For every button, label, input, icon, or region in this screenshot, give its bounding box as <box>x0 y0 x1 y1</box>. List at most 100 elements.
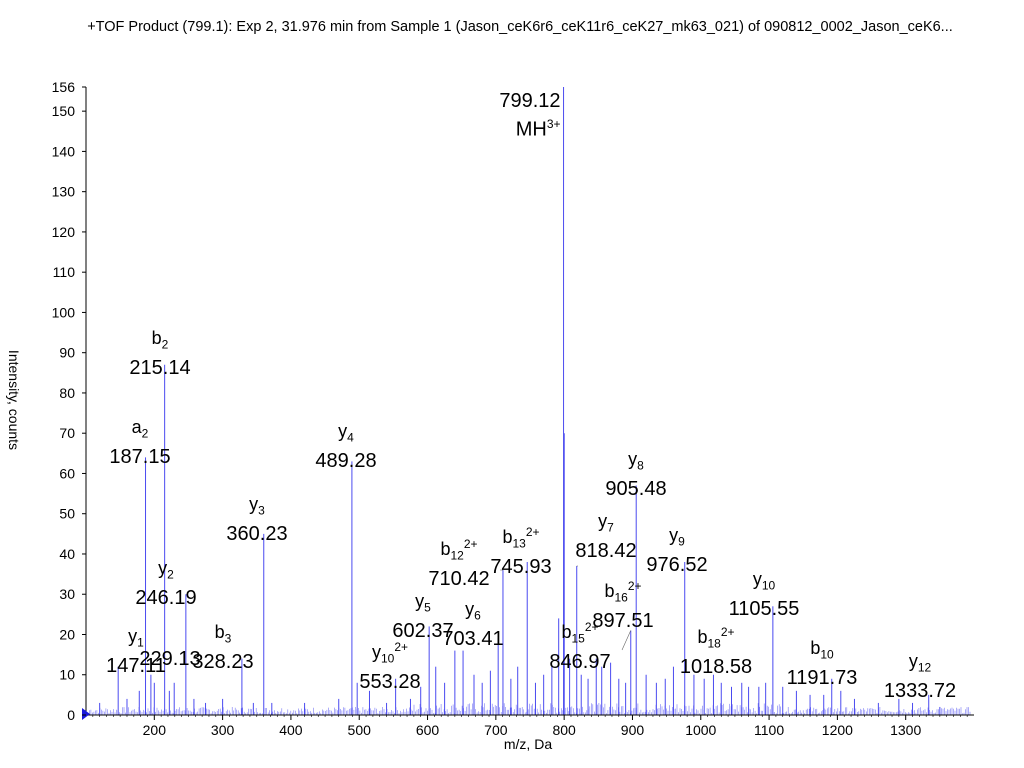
peak-label: y4 489.28 <box>315 420 376 473</box>
peak-mz-value: 905.48 <box>605 477 667 500</box>
peak-label: y8 905.48 <box>605 448 666 501</box>
ion-type: b <box>697 627 708 647</box>
x-tick-label: 300 <box>211 722 235 738</box>
x-tick-label: 1100 <box>754 722 784 738</box>
peak-mz-value: 489.28 <box>315 449 377 472</box>
ion-label: y7 <box>575 510 636 539</box>
ion-index: 10 <box>820 647 834 662</box>
ion-label: y8 <box>605 448 666 477</box>
peak-mz-value: 553.28 <box>359 670 421 693</box>
ion-index: 3 <box>258 503 265 518</box>
ion-type: y <box>598 511 608 531</box>
y-tick-label: 10 <box>59 667 75 683</box>
ion-type: b <box>561 622 572 642</box>
ion-label: b132+ <box>490 521 551 555</box>
peak-label: b3 328.23 <box>192 621 253 674</box>
ion-charge: 2+ <box>525 525 540 539</box>
peak-label: y1 147.11 <box>106 625 166 678</box>
x-tick-label: 1200 <box>822 722 853 738</box>
peak-label: y102+ 553.28 <box>359 636 420 694</box>
x-tick-label: 400 <box>279 722 303 738</box>
y-tick-label: 90 <box>59 345 75 361</box>
ion-label: b2 <box>129 327 190 356</box>
ion-index: 5 <box>424 600 431 615</box>
ion-charge: 2+ <box>720 625 735 639</box>
peak-mz-value: 703.41 <box>442 627 504 650</box>
ion-index: 8 <box>637 458 644 473</box>
y-tick-label: 100 <box>52 304 76 320</box>
ion-index: 10 <box>380 651 395 666</box>
ion-index: 7 <box>607 520 614 535</box>
ion-label: y12 <box>884 650 956 679</box>
ion-index: 15 <box>571 631 585 646</box>
peak-mz-value: 818.42 <box>575 539 637 562</box>
y-tick-label: 40 <box>59 546 75 562</box>
ion-index: 12 <box>450 548 464 563</box>
x-tick-label: 800 <box>552 722 576 738</box>
axis-marker-icon <box>82 708 90 720</box>
baseline-noise <box>89 703 971 715</box>
peak-mz-value: 1105.55 <box>728 597 800 620</box>
ion-charge: 2+ <box>463 537 478 551</box>
ion-index: 16 <box>614 590 628 605</box>
ion-type: MH <box>515 118 547 141</box>
peak-label: y3 360.23 <box>226 493 287 546</box>
peak-label: y5 602.37 <box>392 590 453 643</box>
ion-type: a <box>131 417 142 437</box>
y-tick-label: 130 <box>52 184 76 200</box>
ion-label: b3 <box>192 621 253 650</box>
ion-label: y1 <box>106 625 166 654</box>
ion-label: MH3+ <box>499 113 561 141</box>
ion-label: y6 <box>442 598 503 627</box>
x-tick-label: 1300 <box>890 722 921 738</box>
y-tick-label: 60 <box>59 465 75 481</box>
ion-index: 10 <box>761 578 776 593</box>
ion-label: b10 <box>787 637 858 666</box>
y-tick-label: 20 <box>59 626 75 642</box>
peak-label: b2 215.14 <box>129 327 190 380</box>
peak-mz-value: 187.15 <box>109 445 171 468</box>
ion-type: b <box>604 581 615 601</box>
ion-type: y <box>465 599 475 619</box>
ion-label: y9 <box>646 524 707 553</box>
peak-label: b132+ 745.93 <box>490 521 551 579</box>
x-axis-label: m/z, Da <box>503 736 553 752</box>
peak-mz-value: 710.42 <box>428 567 490 590</box>
peak-mz-value: 147.11 <box>106 654 166 677</box>
leader-line <box>621 630 632 651</box>
ion-type: b <box>151 328 162 348</box>
peak-label: y2 246.19 <box>135 557 196 610</box>
peak-mz-value: 1333.72 <box>883 679 957 702</box>
x-tick-label: 500 <box>348 722 372 738</box>
peak-label: y9 976.52 <box>646 524 707 577</box>
ion-type: y <box>158 558 168 578</box>
peak-label: b152+ 846.97 <box>549 616 610 674</box>
ion-index: 4 <box>347 430 354 445</box>
peak-mz-value: 1018.58 <box>679 655 753 678</box>
y-tick-label: 150 <box>52 103 76 119</box>
y-tick-label: 80 <box>59 385 75 401</box>
ion-charge: 2+ <box>394 640 409 654</box>
ion-charge: 2+ <box>584 620 599 634</box>
ion-label: y102+ <box>359 636 420 670</box>
peak-mz-value: 215.14 <box>129 356 191 379</box>
x-tick-label: 1000 <box>685 722 716 738</box>
ion-type: b <box>440 539 451 559</box>
ion-label: y4 <box>315 420 376 449</box>
x-tick-label: 900 <box>621 722 645 738</box>
peak-mz-value: 602.37 <box>392 619 454 642</box>
y-tick-label: 0 <box>67 707 75 723</box>
ion-label: y10 <box>729 568 800 597</box>
ion-index: 18 <box>707 636 721 651</box>
peak-mz-value: 897.51 <box>592 609 654 632</box>
peak-mz-value: 799.12 <box>499 90 561 112</box>
peak-label: b162+ 897.51 <box>592 575 653 633</box>
y-tick-label: 140 <box>52 143 76 159</box>
ion-charge: 3+ <box>546 117 561 131</box>
ion-index: 13 <box>512 536 526 551</box>
ion-charge: 2+ <box>627 579 642 593</box>
x-tick-label: 200 <box>143 722 167 738</box>
peak-mz-value: 976.52 <box>646 553 708 576</box>
ion-index: 2 <box>167 567 174 582</box>
